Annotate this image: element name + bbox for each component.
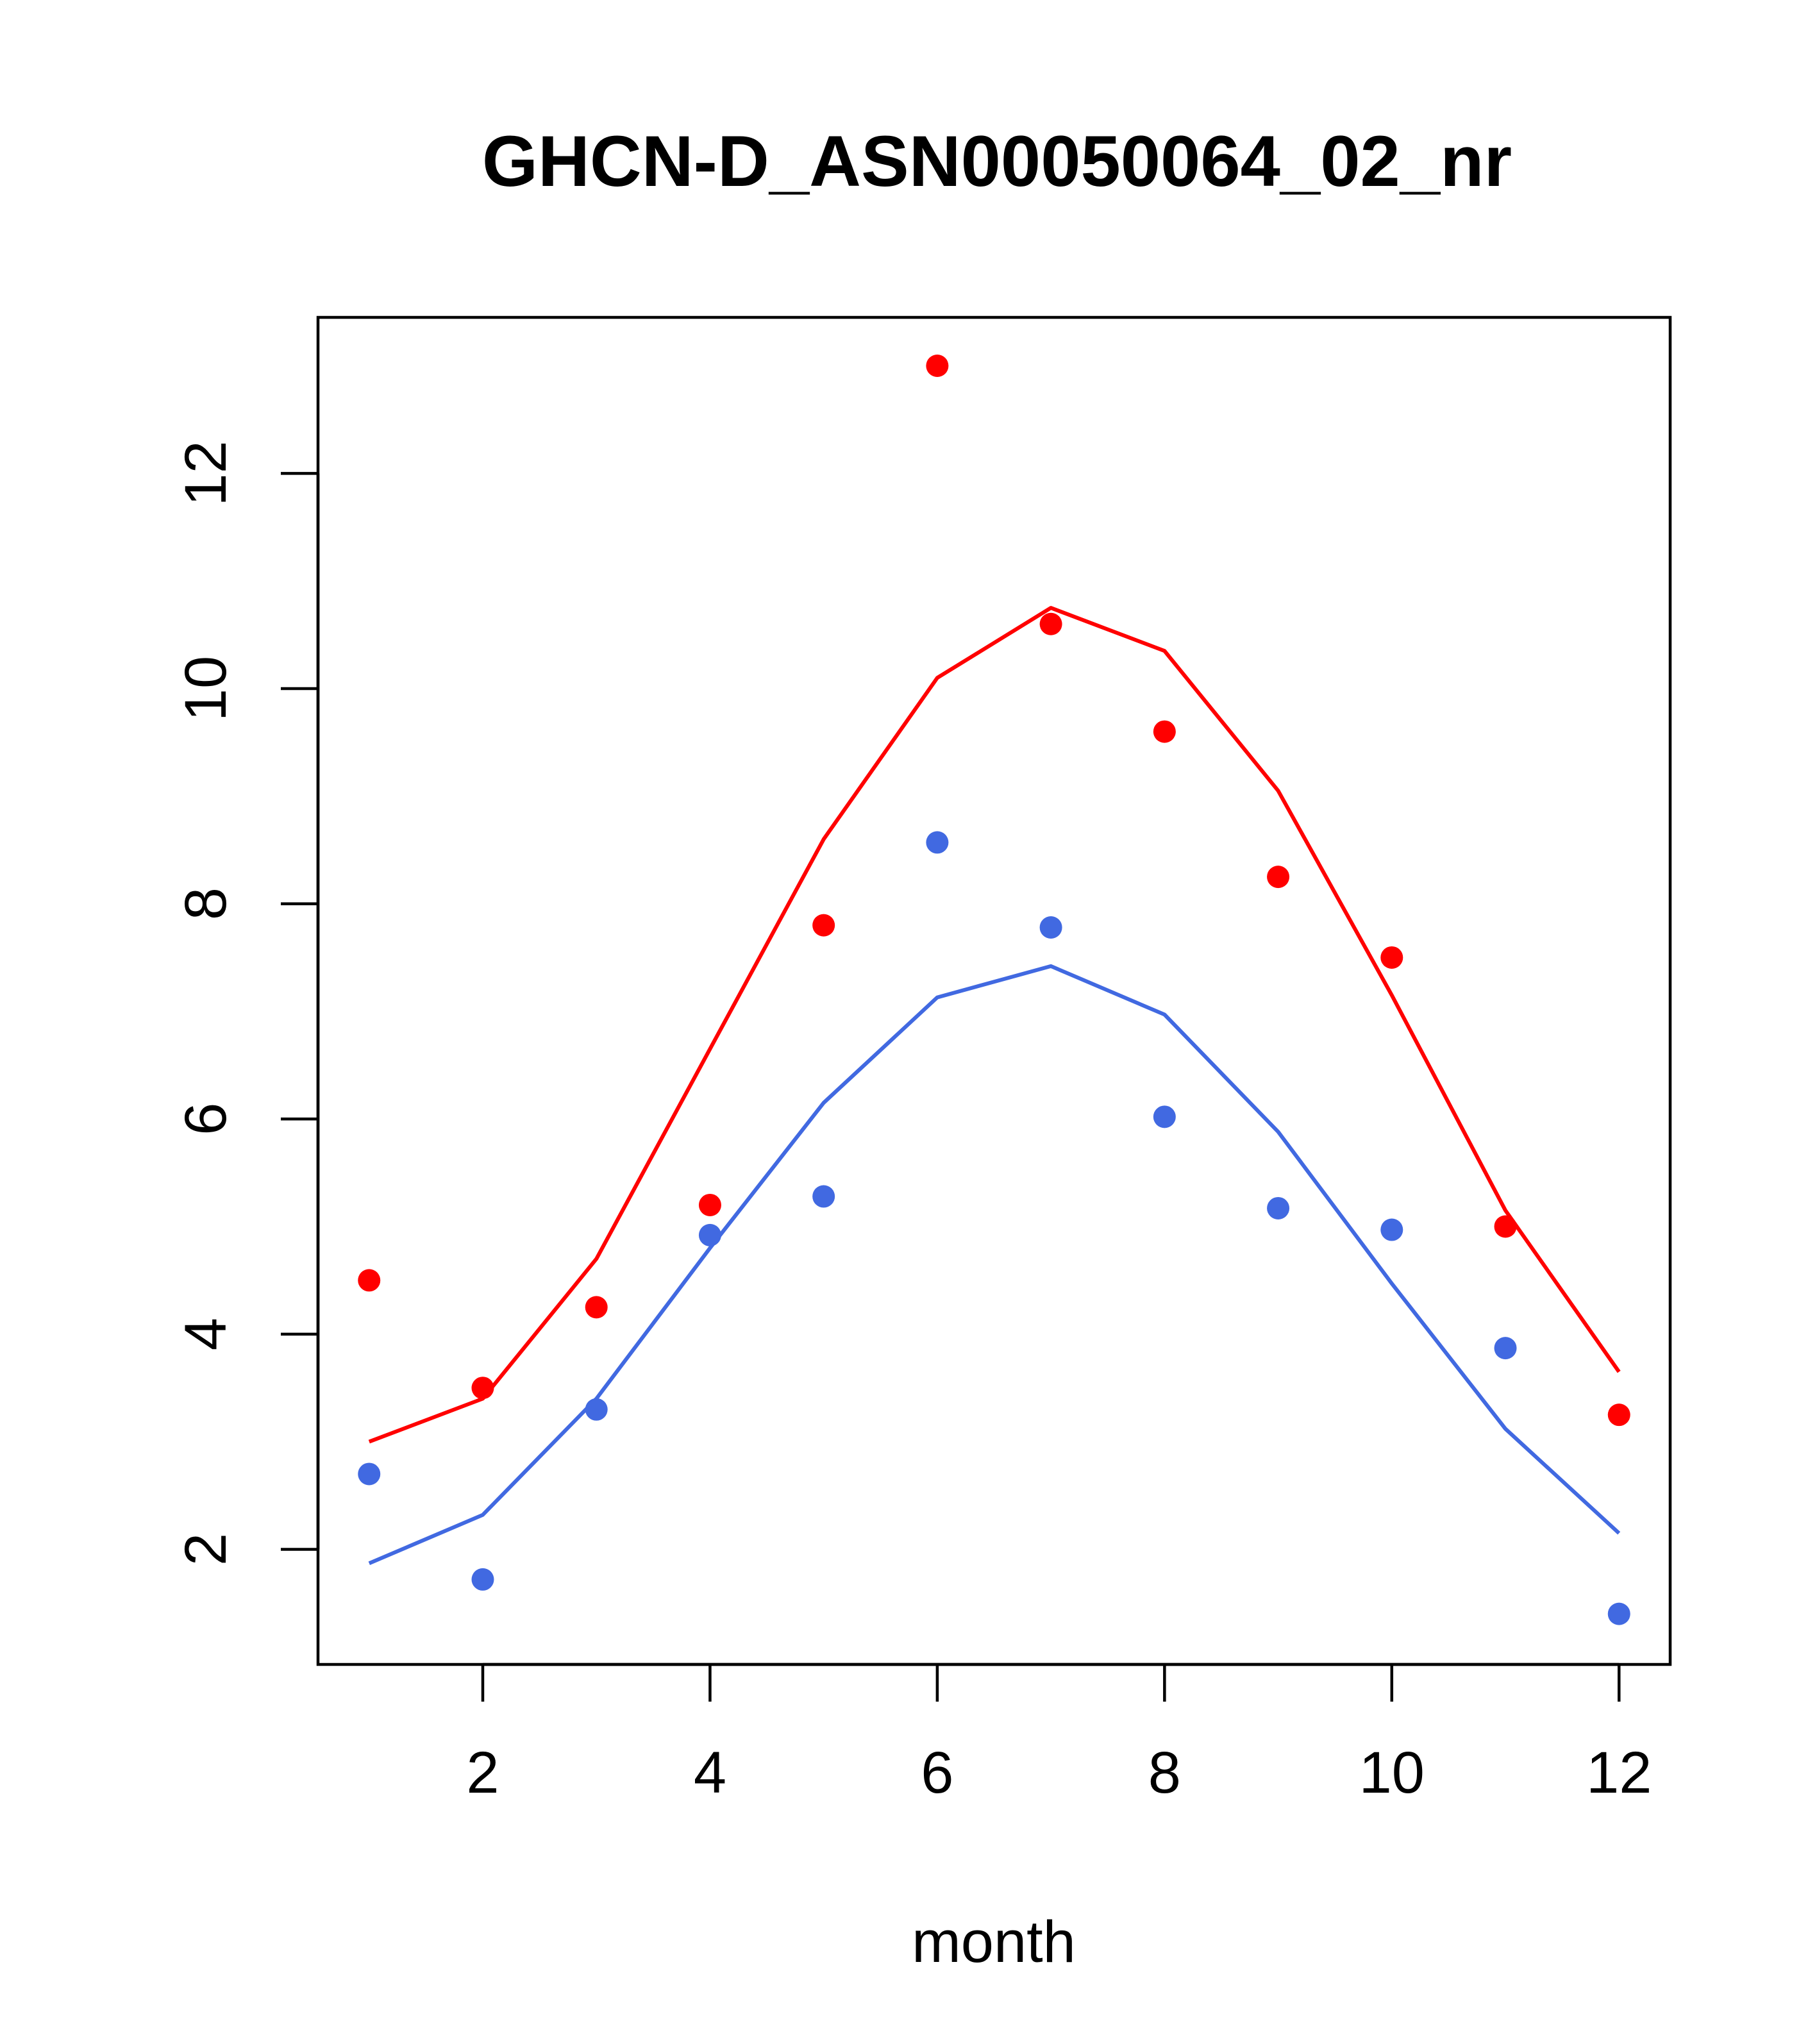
series-1-point	[1039, 612, 1062, 635]
series-2-point	[1153, 1105, 1176, 1128]
x-tick-label: 10	[1359, 1740, 1425, 1805]
series-1-point	[585, 1296, 608, 1319]
x-tick-label: 12	[1586, 1740, 1652, 1805]
x-tick-label: 6	[921, 1740, 953, 1805]
series-1-point	[471, 1377, 494, 1400]
series-2-point	[698, 1223, 721, 1246]
series-1-point	[926, 355, 949, 378]
series-2-point	[358, 1462, 381, 1486]
series-1-point	[1267, 866, 1290, 889]
y-tick-label: 8	[173, 887, 239, 920]
series-1-point	[1153, 720, 1176, 743]
series-2-line	[368, 964, 1621, 1566]
x-axis-label: month	[912, 1909, 1076, 1975]
series-1-point	[812, 914, 835, 937]
series-2-point	[585, 1398, 608, 1421]
series-2-point	[1039, 916, 1062, 939]
series-1-point	[1494, 1215, 1517, 1238]
series-1-point	[698, 1193, 721, 1216]
series-2-point	[471, 1568, 494, 1591]
series-1	[358, 355, 1630, 1444]
y-axis: 2 4 6 8 10 12	[173, 440, 320, 1566]
x-tick-label: 4	[694, 1740, 726, 1805]
series-2-point	[926, 831, 949, 854]
x-tick-label: 8	[1148, 1740, 1181, 1805]
series-1-point	[358, 1269, 381, 1292]
series-1-point	[1380, 946, 1403, 969]
y-tick-label: 6	[173, 1103, 239, 1135]
chart-title: GHCN-D_ASN00050064_02_nr	[482, 121, 1512, 201]
series-2-point	[812, 1185, 835, 1208]
series-1-line	[368, 606, 1621, 1444]
x-tick-label: 2	[466, 1740, 499, 1805]
series-2	[358, 831, 1630, 1625]
series-2-point	[1607, 1602, 1630, 1625]
series-2-point	[1380, 1218, 1403, 1241]
series-1-point	[1607, 1403, 1630, 1427]
y-tick-label: 12	[173, 440, 239, 506]
series-2-point	[1267, 1196, 1290, 1219]
y-tick-label: 10	[173, 656, 239, 721]
y-tick-label: 4	[173, 1318, 239, 1350]
series-layer	[358, 355, 1630, 1625]
y-tick-label: 2	[173, 1533, 239, 1566]
x-axis: 2 4 6 8 10 12	[466, 1663, 1652, 1805]
series-2-point	[1494, 1337, 1517, 1360]
plot-box	[316, 315, 1672, 1666]
